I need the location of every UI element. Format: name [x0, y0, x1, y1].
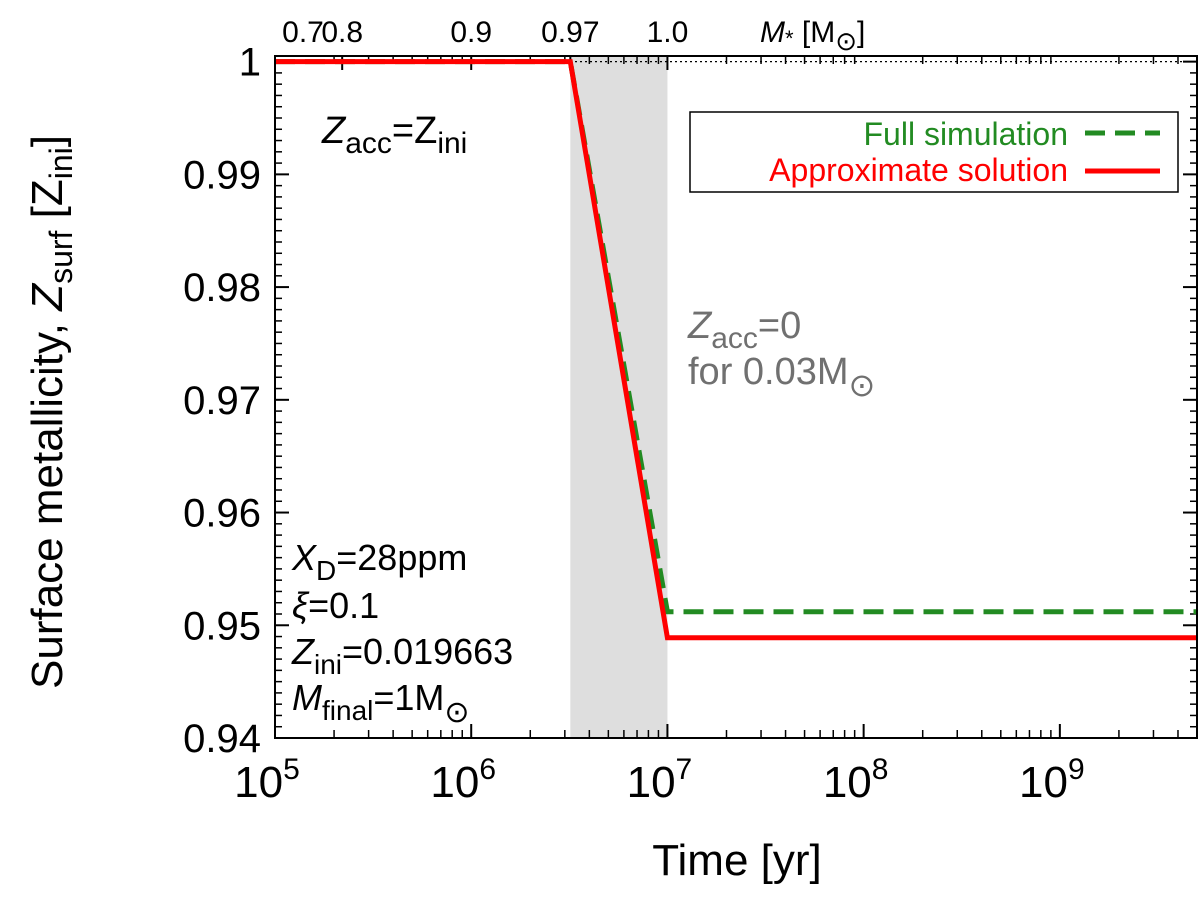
y-tick-labels: 1 0.99 0.98 0.97 0.96 0.95 0.94	[183, 41, 261, 761]
param-xi: ξ=0.1	[292, 585, 379, 626]
y-axis-label: Surface metallicity, Zsurf [Zini]	[23, 135, 79, 689]
top-axis-label: M* [M⊙]	[760, 16, 865, 56]
x-tick-label: 105	[234, 753, 300, 807]
top-tick-label: 1.0	[647, 16, 689, 49]
series-approximate-solution	[275, 59, 1197, 641]
param-zini: Zini=0.019663	[291, 631, 513, 680]
param-mfinal: Mfinal=1M⊙	[292, 677, 470, 729]
x-tick-label: 109	[1019, 753, 1085, 807]
top-tick-label: 0.97	[541, 16, 599, 49]
annotation-zacc-zero-line2: for 0.03M⊙	[688, 351, 875, 403]
top-tick-label: 0.7	[282, 16, 324, 49]
plot-frame	[274, 55, 1198, 739]
y-tick-label: 0.94	[183, 717, 261, 761]
x-tick-label: 106	[430, 753, 496, 807]
x-axis-label: Time [yr]	[652, 836, 821, 885]
y-tick-label: 0.96	[183, 492, 261, 536]
legend: Full simulation Approximate solution	[689, 111, 1179, 193]
y-tick-label: 0.99	[183, 153, 261, 197]
x-tick-label: 107	[627, 753, 693, 807]
y-tick-label: 0.98	[183, 266, 261, 310]
legend-label-full-simulation: Full simulation	[863, 116, 1068, 152]
legend-label-approximate-solution: Approximate solution	[769, 152, 1068, 188]
top-tick-labels: 0.70.8 0.9 0.97 1.0	[282, 16, 688, 49]
x-tick-label: 108	[823, 753, 889, 807]
top-tick-label: 0.9	[450, 16, 492, 49]
y-tick-label: 0.95	[183, 604, 261, 648]
legend-box	[689, 111, 1179, 193]
top-tick-label: 0.8	[321, 16, 363, 49]
y-tick-label: 0.97	[183, 379, 261, 423]
x-tick-labels: 105 106 107 108 109	[234, 753, 1084, 807]
annotation-zacc-zero: Zacc=0	[687, 305, 801, 355]
param-xd: XD=28ppm	[291, 537, 467, 586]
annotation-zacc-zini: Zacc=Zini	[321, 110, 467, 160]
y-tick-label: 1	[239, 41, 261, 85]
